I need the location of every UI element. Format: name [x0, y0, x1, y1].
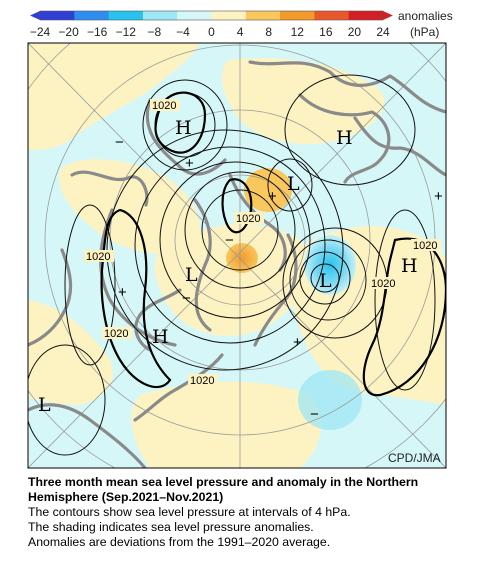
- positive-anomaly-core-2: [226, 243, 258, 273]
- contour-label-1020: 1020: [413, 240, 437, 252]
- positive-anomaly-marker: +: [185, 155, 194, 172]
- colorbar-tick-label: −8: [147, 25, 161, 39]
- negative-anomaly-marker: −: [182, 290, 191, 307]
- colorbar-outline: [39, 10, 384, 21]
- caption-line-contours: The contours show sea level pressure at …: [28, 505, 351, 519]
- colorbar-swatch: [74, 11, 110, 20]
- low-center-marker: L: [185, 264, 198, 286]
- contour-label-1020: 1020: [236, 213, 260, 225]
- pressure-contours: [28, 74, 436, 456]
- colorbar-tick-label: −24: [30, 25, 51, 39]
- colorbar-tick-label: −12: [116, 25, 137, 39]
- negative-anomaly-patch: [298, 370, 362, 430]
- colorbar-tick-label: −16: [87, 25, 108, 39]
- map-frame: [27, 42, 447, 469]
- colorbar-tick-label: 0: [208, 25, 215, 39]
- colorbar-tick-label: −20: [58, 25, 79, 39]
- colorbar-swatch: [314, 11, 350, 20]
- contour-label-1020: 1020: [190, 375, 214, 387]
- colorbar-swatch: [348, 11, 384, 20]
- colorbar-min-arrow: [30, 11, 40, 20]
- colorbar-unit: (hPa): [410, 25, 439, 39]
- colorbar-swatch: [108, 11, 144, 20]
- pressure-centers: H H H H L L L L: [38, 117, 418, 416]
- anomaly-colorbar: −24 −20 −16 −12 −8 −4 0 4 8 12 16 20 24 anomalies (hPa…: [30, 9, 453, 39]
- figure-caption: Three month mean sea level pressure and …: [28, 475, 473, 550]
- caption-title: Three month mean sea level pressure and …: [28, 475, 419, 504]
- high-center-marker: H: [152, 326, 169, 348]
- positive-anomaly-marker: +: [118, 284, 127, 301]
- contour-label-1020: 1020: [152, 100, 176, 112]
- colorbar-tick-label: 4: [237, 25, 244, 39]
- colorbar-tick-label: 8: [265, 25, 272, 39]
- negative-anomaly-marker: −: [115, 134, 124, 151]
- colorbar-tick-label: −4: [176, 25, 190, 39]
- positive-anomaly-marker: +: [434, 188, 443, 205]
- colorbar-tick-label: 20: [348, 25, 362, 39]
- caption-line-shading: The shading indicates sea level pressure…: [28, 520, 314, 534]
- low-center-marker: L: [38, 394, 51, 416]
- positive-anomaly-marker: +: [268, 188, 277, 205]
- colorbar-swatch: [177, 11, 212, 20]
- colorbar-swatch: [280, 11, 315, 20]
- map-area: 1020 1020 1020 1020 1020 1020 1020 H H H…: [28, 43, 446, 468]
- graticule: [28, 43, 446, 468]
- colorbar-title: anomalies: [398, 9, 453, 23]
- colorbar-swatch: [142, 11, 178, 20]
- colorbar-tick-label: 24: [376, 25, 390, 39]
- colorbar-tick-label: 16: [319, 25, 333, 39]
- colorbar-swatch: [245, 11, 281, 20]
- high-center-marker: H: [336, 127, 353, 149]
- negative-anomaly-marker: −: [225, 232, 234, 249]
- negative-anomaly-marker: −: [310, 406, 319, 423]
- caption-line-anomalies: Anomalies are deviations from the 1991–2…: [28, 535, 331, 549]
- colorbar-tick-label: 12: [291, 25, 305, 39]
- positive-anomaly-marker: +: [293, 334, 302, 351]
- colorbar-swatch: [211, 11, 247, 20]
- contour-label-1020: 1020: [371, 278, 395, 290]
- colorbar-swatch: [40, 11, 75, 20]
- low-center-marker: L: [287, 173, 300, 195]
- contour-label-1020: 1020: [104, 328, 128, 340]
- coastlines: [28, 60, 446, 468]
- colorbar-max-arrow: [383, 11, 393, 20]
- low-center-marker: L: [319, 270, 332, 292]
- credit-label: CPD/JMA: [388, 451, 441, 465]
- high-center-marker: H: [401, 255, 418, 277]
- contour-labels: 1020 1020 1020 1020 1020 1020 1020: [84, 99, 441, 387]
- anomaly-signs: + + + + + − − − −: [115, 134, 443, 423]
- contour-label-1020: 1020: [86, 251, 110, 263]
- high-center-marker: H: [175, 117, 192, 139]
- contour-1020-bold: [100, 91, 446, 397]
